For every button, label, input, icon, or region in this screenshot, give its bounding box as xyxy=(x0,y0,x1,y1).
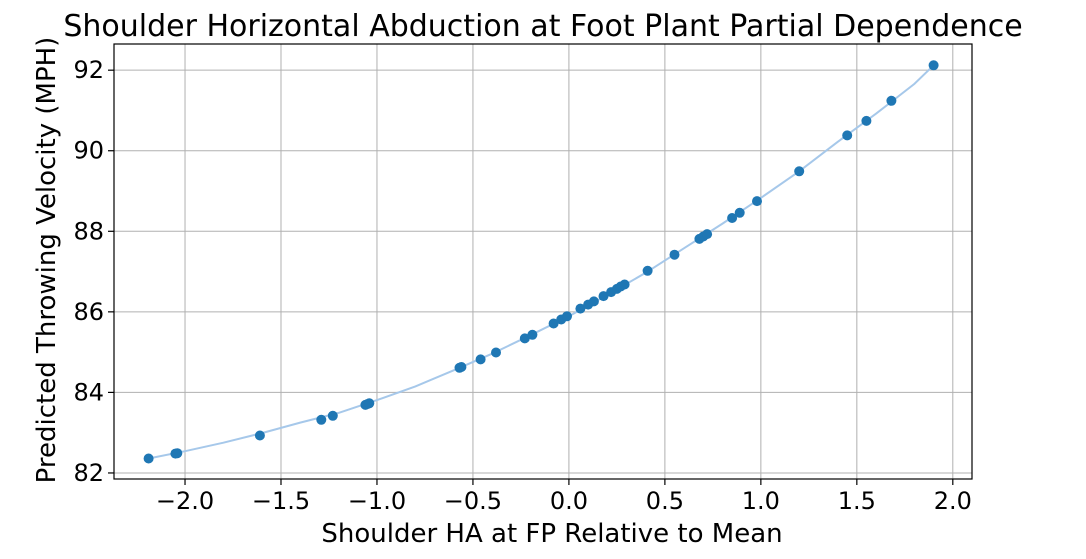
y-tick-label: 82 xyxy=(73,459,104,487)
data-points xyxy=(143,60,939,464)
data-point xyxy=(794,166,805,177)
data-point xyxy=(886,95,897,106)
data-point xyxy=(575,303,586,314)
data-point xyxy=(475,354,486,365)
data-point xyxy=(669,249,680,260)
y-tick-label: 88 xyxy=(73,217,104,245)
fit-curve-layer xyxy=(148,64,935,460)
data-point xyxy=(734,207,745,218)
data-point xyxy=(456,362,467,372)
data-point xyxy=(598,291,609,302)
fit-curve-line xyxy=(148,64,935,460)
x-tick-label: 1.0 xyxy=(742,487,780,515)
x-axis-ticks: −2.0 −1.5 −1.0 −0.5 0.0 0.5 1.0 1.5 2.0 xyxy=(156,479,972,515)
data-point xyxy=(527,329,538,340)
x-tick-label: 0.0 xyxy=(550,487,588,515)
y-axis-label: Predicted Throwing Velocity (MPH) xyxy=(32,37,62,484)
x-tick-label: −2.0 xyxy=(156,487,214,515)
data-point xyxy=(642,265,653,276)
y-tick-label: 92 xyxy=(73,56,104,84)
data-point xyxy=(491,347,501,358)
data-point xyxy=(143,453,154,464)
plot-frame xyxy=(113,43,973,480)
data-point xyxy=(752,196,762,207)
x-tick-label: −0.5 xyxy=(444,487,502,515)
y-tick-label: 86 xyxy=(73,298,104,326)
x-tick-label: −1.5 xyxy=(252,487,310,515)
data-point xyxy=(928,60,939,71)
x-tick-label: 2.0 xyxy=(934,487,972,515)
x-tick-label: 1.5 xyxy=(838,487,876,515)
data-point xyxy=(316,414,327,425)
data-point xyxy=(588,296,599,307)
grid xyxy=(114,44,972,479)
data-point xyxy=(327,410,338,421)
data-point xyxy=(702,229,713,240)
chart-title: Shoulder Horizontal Abduction at Foot Pl… xyxy=(63,9,1022,44)
x-tick-label: −1.0 xyxy=(348,487,406,515)
data-point xyxy=(842,130,853,141)
data-point xyxy=(619,279,630,290)
y-axis-ticks: 82 84 86 88 90 92 xyxy=(73,56,114,487)
data-point xyxy=(172,448,183,459)
x-tick-label: 0.5 xyxy=(646,487,684,515)
y-tick-label: 90 xyxy=(73,137,104,165)
data-point xyxy=(519,333,530,344)
data-point xyxy=(562,311,572,322)
y-tick-label: 84 xyxy=(73,378,104,406)
data-point xyxy=(254,430,265,441)
x-axis-label: Shoulder HA at FP Relative to Mean xyxy=(321,519,782,549)
data-point xyxy=(861,115,872,126)
data-point xyxy=(727,213,738,223)
data-point xyxy=(364,398,375,409)
data-point xyxy=(548,318,559,329)
